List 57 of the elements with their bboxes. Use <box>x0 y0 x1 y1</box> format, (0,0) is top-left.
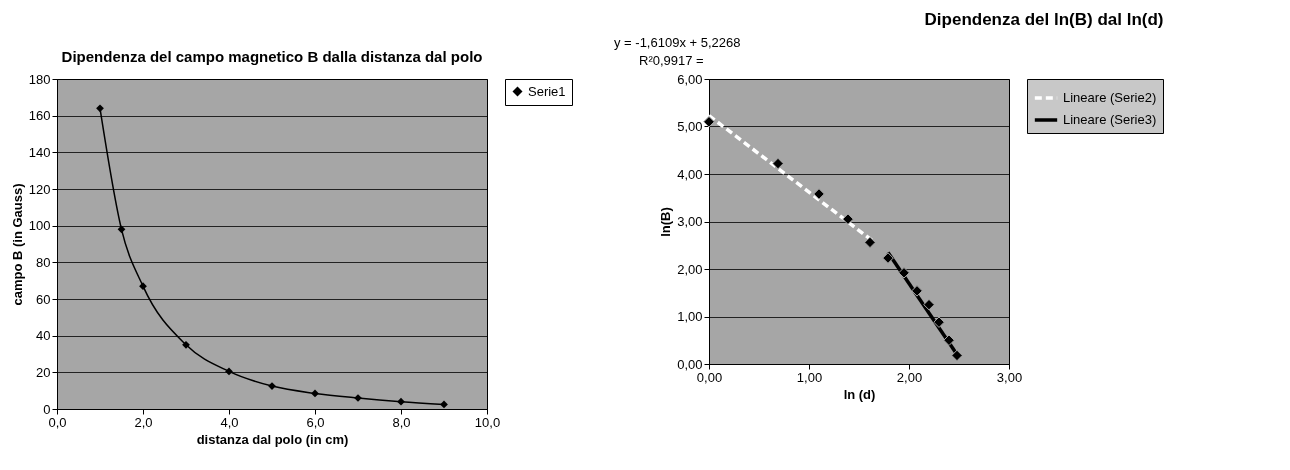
point <box>864 236 876 249</box>
point <box>311 389 319 398</box>
point <box>182 340 190 349</box>
point <box>225 367 233 376</box>
x-tick-label: 0,0 <box>48 414 67 430</box>
point <box>440 400 448 409</box>
point <box>923 298 935 311</box>
y-axis-title: ln(B) <box>658 207 674 237</box>
x-tick-label: 1,00 <box>796 369 823 385</box>
point <box>911 285 923 297</box>
point <box>117 225 126 234</box>
x-tick-label: 3,00 <box>996 369 1023 385</box>
y-tick-label: 6,00 <box>677 71 703 87</box>
point <box>96 104 104 113</box>
y-tick-label: 3,00 <box>677 214 703 229</box>
y-tick-label: 180 <box>28 71 51 87</box>
point <box>139 282 147 291</box>
y-tick-label: 60 <box>36 291 51 307</box>
legend-label: Serie1 <box>528 83 566 99</box>
y-tick-label: 40 <box>36 328 51 344</box>
x-tick-label: 2,0 <box>134 414 153 430</box>
x-tick-label: 0,00 <box>696 369 723 385</box>
y-tick-label: 20 <box>36 364 51 380</box>
point <box>772 157 784 170</box>
x-axis-title: ln (d) <box>843 386 876 402</box>
point <box>703 116 715 128</box>
x-tick-label: 6,0 <box>306 414 325 430</box>
y-tick-label: 1,00 <box>677 309 703 324</box>
point <box>882 252 894 264</box>
text: y = -1,6109x + 5,2268 <box>614 35 741 50</box>
point <box>842 213 854 225</box>
legend-label: Lineare (Serie3) <box>1063 112 1157 127</box>
y-tick-label: 100 <box>28 218 51 234</box>
legend-label: Lineare (Serie2) <box>1063 90 1157 105</box>
point <box>397 397 405 406</box>
y-axis-title: campo B (in Gauss) <box>9 183 25 306</box>
x-axis-title: distanza dal polo (in cm) <box>196 431 349 447</box>
point <box>933 316 945 328</box>
y-tick-label: 160 <box>28 108 51 124</box>
x-tick-label: 2,00 <box>896 369 923 385</box>
point <box>813 188 825 200</box>
x-tick-label: 8,0 <box>392 414 411 430</box>
y-tick-label: 0 <box>43 401 51 417</box>
y-tick-label: 5,00 <box>677 119 703 134</box>
x-tick-label: 4,0 <box>220 414 239 430</box>
point <box>951 349 963 362</box>
text: Dipendenza del ln(B) dal ln(d) <box>924 10 1164 29</box>
y-tick-label: 120 <box>28 181 51 197</box>
y-tick-label: 4,00 <box>677 166 703 182</box>
y-tick-label: 2,00 <box>677 261 703 277</box>
point <box>898 267 910 279</box>
y-tick-label: 80 <box>36 254 51 270</box>
chart-title: Dipendenza del campo magnetico B dalla distanza dal polo <box>61 48 483 65</box>
y-tick-label: 0,00 <box>677 356 703 372</box>
y-tick-label: 140 <box>28 144 51 160</box>
text: R²0,9917 = <box>639 53 704 68</box>
x-tick-label: 10,0 <box>474 414 501 430</box>
